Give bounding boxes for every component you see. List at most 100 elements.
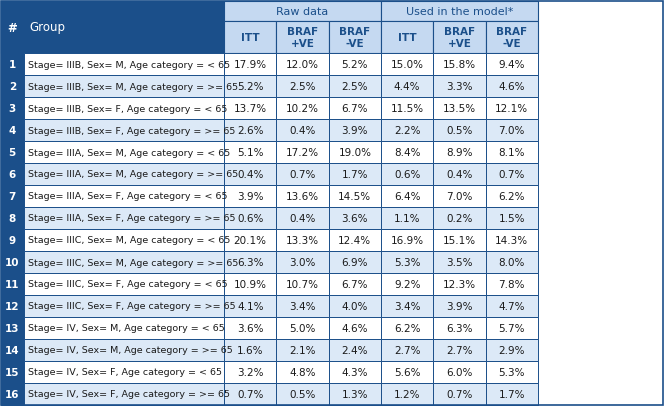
Bar [434,273,485,295]
Text: 6: 6 [9,170,16,180]
Text: Stage= IIIB, Sex= M, Age category = < 65: Stage= IIIB, Sex= M, Age category = < 65 [27,61,230,70]
Bar [434,229,485,252]
Text: 13.5%: 13.5% [443,104,476,114]
Bar [23,120,224,142]
Text: 3: 3 [9,104,16,114]
Bar [276,229,329,252]
Text: 14.3%: 14.3% [495,236,529,245]
Text: 5.2%: 5.2% [341,60,368,70]
Text: 15.0%: 15.0% [390,60,424,70]
Bar [434,76,485,98]
Bar [224,120,276,142]
Text: 10.2%: 10.2% [286,104,319,114]
Text: #: # [7,21,17,34]
Bar [485,273,538,295]
Bar [276,186,329,207]
Text: 6.7%: 6.7% [341,104,368,114]
Text: 9: 9 [9,236,16,245]
Bar [329,252,381,273]
Bar [23,317,224,339]
Bar [224,207,276,229]
Bar [381,383,434,405]
Bar [381,2,538,22]
Bar [329,229,381,252]
Bar [329,383,381,405]
Text: 11: 11 [5,279,19,289]
Bar [381,98,434,120]
Text: 7.8%: 7.8% [499,279,525,289]
Text: 6.0%: 6.0% [446,367,473,377]
Bar [485,383,538,405]
Bar [329,54,381,76]
Text: 9.4%: 9.4% [499,60,525,70]
Text: Stage= IV, Sex= M, Age category = < 65: Stage= IV, Sex= M, Age category = < 65 [27,324,224,333]
Bar [276,361,329,383]
Text: 0.7%: 0.7% [237,389,264,399]
Bar [224,2,381,22]
Text: 6.3%: 6.3% [237,257,264,267]
Bar [23,339,224,361]
Text: 4.3%: 4.3% [341,367,368,377]
Bar [276,142,329,164]
Bar [224,339,276,361]
Bar [224,54,276,76]
Bar [1,317,23,339]
Bar [224,317,276,339]
Bar [329,164,381,186]
Text: 5: 5 [9,148,16,157]
Text: 13.7%: 13.7% [234,104,267,114]
Text: 13.6%: 13.6% [286,191,319,202]
Text: Stage= IV, Sex= F, Age category = >= 65: Stage= IV, Sex= F, Age category = >= 65 [27,389,230,398]
Text: 0.7%: 0.7% [499,170,525,180]
Text: ITT: ITT [241,33,260,43]
Text: 1.2%: 1.2% [394,389,420,399]
Text: 3.3%: 3.3% [446,82,473,92]
Text: 16: 16 [5,389,19,399]
Text: Stage= IIIA, Sex= F, Age category = < 65: Stage= IIIA, Sex= F, Age category = < 65 [27,192,227,201]
Text: 16.9%: 16.9% [390,236,424,245]
Bar [329,22,381,54]
Text: 0.2%: 0.2% [446,213,473,223]
Bar [224,164,276,186]
Bar [276,207,329,229]
Bar [1,252,23,273]
Text: 8.0%: 8.0% [499,257,525,267]
Text: 12.3%: 12.3% [443,279,476,289]
Bar [329,207,381,229]
Bar [23,98,224,120]
Text: Stage= IIIB, Sex= F, Age category = >= 65: Stage= IIIB, Sex= F, Age category = >= 6… [27,126,235,135]
Text: 6.9%: 6.9% [341,257,368,267]
Bar [434,252,485,273]
Text: 4.6%: 4.6% [341,323,368,333]
Bar [434,54,485,76]
Bar [381,164,434,186]
Bar [381,22,434,54]
Bar [1,142,23,164]
Text: 8.1%: 8.1% [499,148,525,157]
Bar [23,142,224,164]
Bar [434,383,485,405]
Text: 20.1%: 20.1% [234,236,267,245]
Text: Stage= IIIB, Sex= M, Age category = >= 65: Stage= IIIB, Sex= M, Age category = >= 6… [27,82,238,91]
Bar [224,229,276,252]
Bar [23,252,224,273]
Text: 8.9%: 8.9% [446,148,473,157]
Text: 4.7%: 4.7% [499,301,525,311]
Bar [381,317,434,339]
Bar [381,120,434,142]
Text: Stage= IV, Sex= M, Age category = >= 65: Stage= IV, Sex= M, Age category = >= 65 [27,346,232,355]
Text: 10: 10 [5,257,19,267]
Text: 3.0%: 3.0% [290,257,315,267]
Bar [434,142,485,164]
Bar [434,186,485,207]
Bar [276,22,329,54]
Bar [434,361,485,383]
Bar [1,2,23,54]
Text: 3.6%: 3.6% [341,213,368,223]
Text: 13: 13 [5,323,19,333]
Text: 13.3%: 13.3% [286,236,319,245]
Bar [23,273,224,295]
Bar [224,252,276,273]
Bar [1,383,23,405]
Bar [381,252,434,273]
